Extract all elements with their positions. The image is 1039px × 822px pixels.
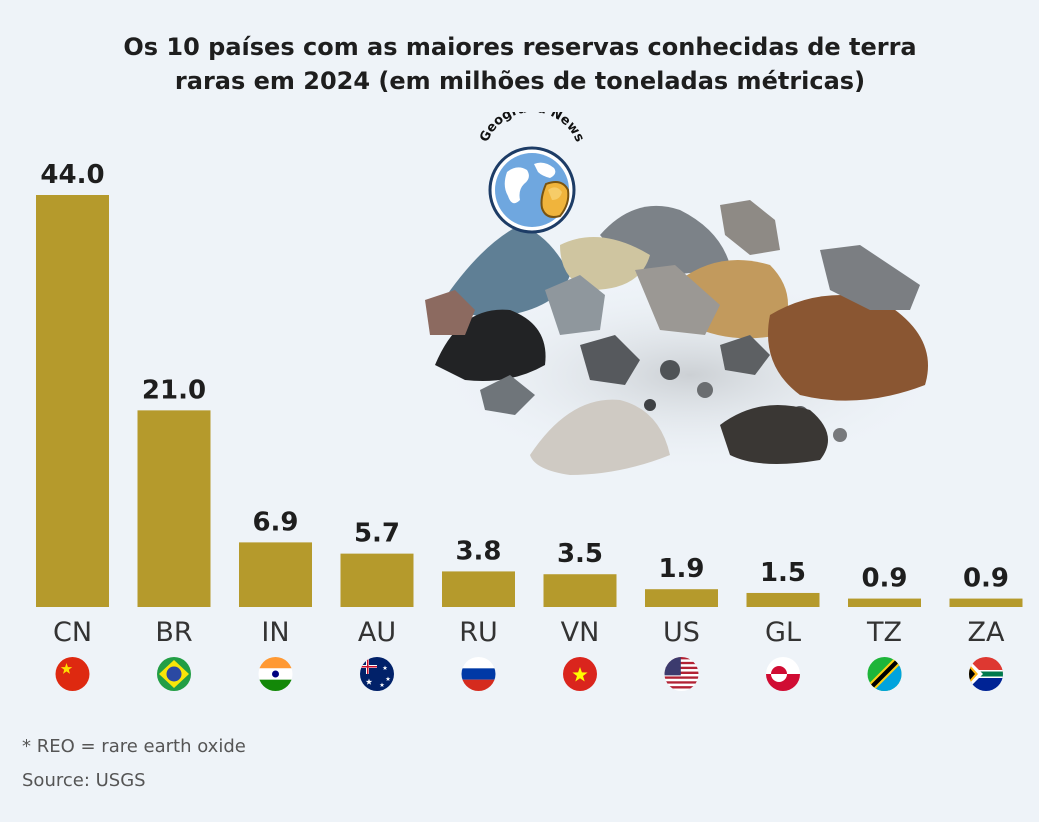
india-flag-icon <box>258 657 293 691</box>
category-label-in: IN <box>261 617 289 648</box>
bar-gl <box>746 592 820 607</box>
category-label-au: AU <box>358 617 396 648</box>
value-label-ru: 3.8 <box>455 536 501 566</box>
value-label-in: 6.9 <box>252 507 298 537</box>
value-label-us: 1.9 <box>658 554 704 584</box>
category-label-us: US <box>663 617 700 648</box>
value-label-tz: 0.9 <box>861 564 907 594</box>
bar-us <box>645 589 718 607</box>
bar-tz <box>848 598 921 607</box>
tanzania-flag-icon <box>867 657 902 691</box>
title-line-2: raras em 2024 (em milhões de toneladas m… <box>174 67 866 95</box>
rare-earth-rocks-illustration <box>425 200 950 475</box>
logo-text: Geografia News <box>477 112 587 145</box>
footnote: * REO = rare earth oxide <box>22 736 246 757</box>
china-flag-icon <box>55 657 90 691</box>
usa-flag-icon <box>664 657 699 691</box>
value-label-cn: 44.0 <box>40 160 104 190</box>
bar-au <box>340 553 414 607</box>
category-label-br: BR <box>155 617 192 648</box>
category-label-cn: CN <box>53 617 92 648</box>
bar-cn <box>36 195 109 607</box>
bar-br <box>137 410 211 607</box>
value-label-vn: 3.5 <box>557 539 603 569</box>
vietnam-flag-icon <box>563 657 597 691</box>
category-label-ru: RU <box>459 617 498 648</box>
bar-ru <box>442 571 515 607</box>
value-label-au: 5.7 <box>354 519 400 549</box>
value-label-za: 0.9 <box>963 564 1009 594</box>
brazil-flag-icon <box>157 657 191 691</box>
australia-flag-icon <box>360 657 394 691</box>
value-label-br: 21.0 <box>142 375 206 405</box>
chart-title: Os 10 países com as maiores reservas con… <box>60 30 980 98</box>
bar-in <box>239 542 312 607</box>
bar-vn <box>543 574 617 607</box>
category-label-za: ZA <box>968 617 1005 648</box>
bar-za <box>949 598 1023 607</box>
value-label-gl: 1.5 <box>760 558 806 588</box>
geografia-news-logo: Geografia News <box>477 112 587 234</box>
category-label-vn: VN <box>561 617 600 648</box>
source-note: Source: USGS <box>22 770 146 791</box>
category-label-gl: GL <box>765 617 801 648</box>
russia-flag-icon <box>461 657 496 691</box>
category-label-tz: TZ <box>866 617 902 648</box>
greenland-flag-icon <box>766 657 800 691</box>
south-africa-flag-icon <box>969 657 1003 691</box>
title-line-1: Os 10 países com as maiores reservas con… <box>123 33 917 61</box>
